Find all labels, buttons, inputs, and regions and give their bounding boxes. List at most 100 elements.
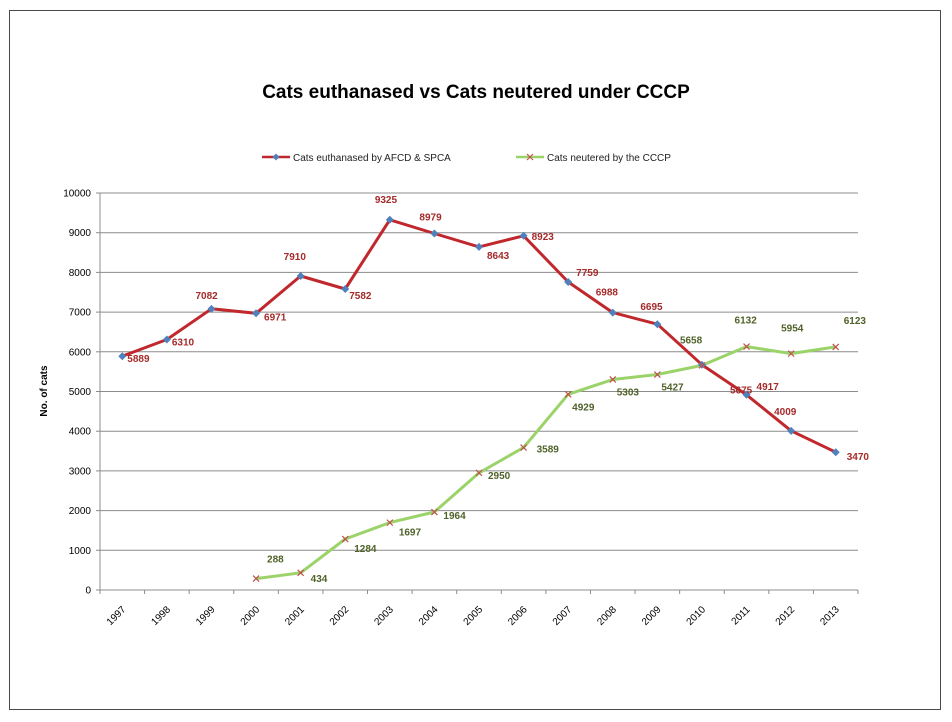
data-label-euthanased: 5889	[127, 354, 150, 365]
y-tick-label: 6000	[69, 347, 92, 358]
data-point-marker	[564, 277, 573, 286]
y-tick-label: 9000	[69, 228, 92, 239]
data-point-marker	[296, 271, 305, 280]
data-label-neutered: 288	[267, 555, 284, 566]
x-tick-label: 2004	[417, 604, 441, 628]
y-tick-label: 0	[85, 586, 91, 597]
legend-item-neutered: Cats neutered by the CCCP	[516, 153, 671, 164]
x-tick-label: 2001	[283, 604, 307, 628]
y-tick-label: 2000	[69, 506, 92, 517]
data-point-marker	[162, 335, 171, 344]
x-tick-label: 2009	[640, 604, 664, 628]
data-point-marker	[475, 469, 483, 477]
data-label-euthanased: 6310	[172, 337, 195, 348]
y-tick-label: 4000	[69, 427, 92, 438]
data-point-marker	[430, 508, 438, 516]
data-point-marker	[608, 308, 617, 317]
data-point-marker	[430, 229, 439, 238]
data-label-euthanased: 7759	[576, 268, 599, 279]
data-point-marker	[520, 444, 528, 451]
data-point-marker	[831, 448, 840, 457]
x-tick-label: 2000	[239, 604, 263, 628]
x-tick-label: 2002	[328, 604, 352, 628]
series-markers	[118, 215, 840, 582]
x-tick-label: 1997	[105, 604, 129, 628]
legend-item-euthanased: Cats euthanased by AFCD & SPCA	[262, 153, 451, 164]
data-point-marker	[341, 284, 350, 293]
data-label-neutered: 3589	[537, 445, 560, 456]
series-lines	[121, 218, 837, 581]
legend-label-neutered: Cats neutered by the CCCP	[547, 153, 671, 164]
data-label-euthanased: 5675	[730, 386, 753, 397]
data-label-euthanased: 8923	[532, 232, 555, 243]
data-point-marker	[743, 343, 750, 350]
data-point-marker	[341, 535, 349, 543]
y-tick-label: 5000	[69, 387, 92, 398]
data-point-marker	[609, 376, 617, 383]
data-label-neutered: 5954	[781, 324, 804, 335]
data-point-marker	[787, 350, 795, 358]
data-label-neutered: 1284	[354, 544, 377, 555]
x-tick-label: 2007	[551, 604, 575, 628]
data-label-euthanased: 4009	[774, 407, 797, 418]
x-tick-label: 2005	[462, 604, 486, 628]
data-point-marker	[252, 575, 260, 582]
y-axis-ticks: 0 1000 2000 3000 4000 5000 6000 7000 8000 9000 100…	[63, 189, 100, 597]
x-tick-label: 1998	[149, 604, 173, 628]
data-label-neutered: 6132	[735, 316, 758, 327]
data-label-neutered: 2950	[488, 471, 511, 482]
series-line-euthanased	[121, 218, 837, 454]
data-point-marker	[653, 371, 661, 378]
data-label-euthanased: 9325	[375, 195, 398, 206]
data-label-euthanased: 6695	[640, 302, 663, 313]
legend-marker-euthanased	[272, 153, 280, 161]
gridlines	[100, 192, 858, 551]
x-tick-label: 2013	[818, 604, 842, 628]
x-axis-ticks: 1997 1998 1999 2000 2001 2002 2003 2004 2005 2006…	[99, 590, 859, 628]
x-tick-label: 1999	[194, 604, 218, 628]
data-label-euthanased: 8979	[419, 213, 442, 224]
legend-marker-neutered	[526, 153, 534, 161]
x-tick-label: 2010	[685, 604, 709, 628]
data-label-neutered: 5658	[680, 335, 703, 346]
data-point-marker	[297, 569, 305, 577]
data-label-euthanased: 6971	[264, 312, 287, 323]
data-label-euthanased: 7582	[349, 291, 372, 302]
y-tick-label: 7000	[69, 308, 92, 319]
data-point-marker	[742, 390, 751, 399]
y-tick-label: 1000	[69, 546, 92, 557]
data-point-marker	[787, 426, 796, 435]
legend-label-euthanased: Cats euthanased by AFCD & SPCA	[293, 153, 451, 164]
data-label-neutered: 1964	[443, 511, 466, 522]
data-label-euthanased: 7082	[195, 291, 218, 302]
y-tick-label: 8000	[69, 268, 92, 279]
data-point-marker	[207, 304, 216, 313]
data-point-marker	[386, 519, 394, 527]
data-point-marker	[564, 390, 572, 398]
data-point-marker	[252, 309, 261, 318]
data-label-neutered: 6123	[844, 316, 867, 327]
data-point-marker	[653, 320, 662, 329]
chart-title: Cats euthanased vs Cats neutered under C…	[262, 82, 690, 103]
data-point-marker	[832, 343, 840, 351]
data-point-marker	[385, 215, 394, 224]
y-tick-label: 3000	[69, 466, 92, 477]
data-point-marker	[475, 242, 483, 251]
x-tick-label: 2003	[372, 604, 396, 628]
data-label-neutered: 1697	[399, 528, 422, 539]
axes	[99, 193, 858, 591]
data-label-euthanased: 8643	[487, 251, 510, 262]
data-label-euthanased: 4917	[757, 382, 780, 393]
data-label-euthanased: 6988	[596, 288, 619, 299]
x-tick-label: 2006	[506, 604, 530, 628]
x-tick-label: 2011	[730, 604, 753, 627]
data-label-euthanased: 3470	[847, 452, 870, 463]
data-point-marker	[118, 352, 127, 361]
data-label-neutered: 5427	[661, 383, 684, 394]
y-axis-label: No. of cats	[39, 365, 50, 417]
series-line-neutered	[255, 345, 836, 581]
data-label-euthanased: 7910	[284, 252, 307, 263]
data-label-neutered: 434	[311, 574, 328, 585]
legend: Cats euthanased by AFCD & SPCA Cats neut…	[262, 153, 671, 164]
